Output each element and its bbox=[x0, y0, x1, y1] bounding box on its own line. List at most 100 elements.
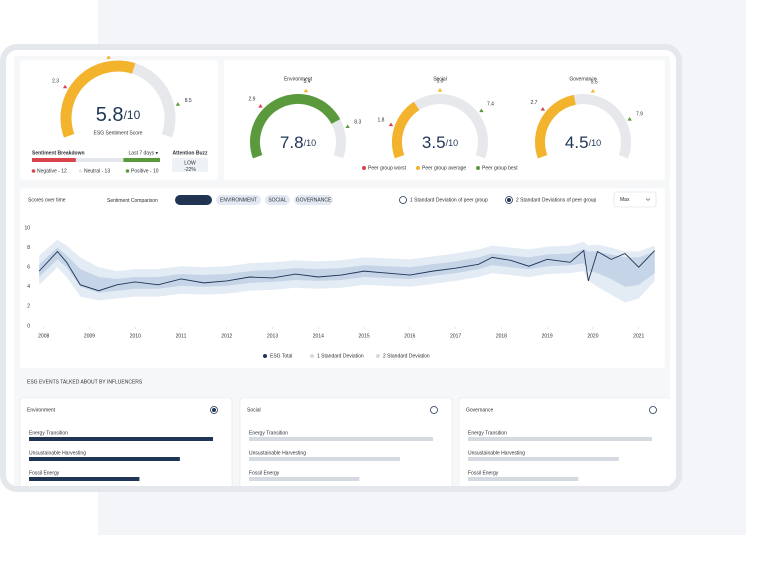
radio[interactable] bbox=[399, 196, 407, 204]
legend-label: 2 Standard Deviation bbox=[383, 353, 430, 359]
gauge-score-scale: /10 bbox=[589, 138, 602, 148]
event-card bbox=[19, 397, 233, 486]
gauge-score-value: 7.8 bbox=[280, 133, 304, 152]
event-item-label: Energy Transition bbox=[29, 430, 68, 436]
legend-dot bbox=[376, 354, 380, 358]
radio-label[interactable]: 1 Standard Deviation of peer group bbox=[410, 197, 488, 203]
peer-legend-label: Peer group average bbox=[422, 165, 466, 171]
gauge-value bbox=[60, 60, 136, 138]
x-tick-label: 2019 bbox=[542, 333, 553, 339]
tab-label[interactable]: GOVERNANCE bbox=[296, 198, 332, 204]
buzz-level: LOW bbox=[184, 160, 196, 166]
event-card-title: Social bbox=[247, 407, 261, 413]
event-radio[interactable] bbox=[430, 406, 438, 414]
breakdown-bar bbox=[123, 158, 160, 162]
period-select[interactable]: Last 7 days ▾ bbox=[129, 150, 159, 156]
x-tick-label: 2014 bbox=[313, 333, 324, 339]
esg-line bbox=[38, 249, 656, 292]
event-card bbox=[239, 397, 453, 486]
gauge-score: 3.5/10 bbox=[422, 133, 458, 152]
breakdown-bar bbox=[75, 158, 124, 162]
event-card-title: Environment bbox=[27, 407, 56, 413]
x-tick-label: 2021 bbox=[633, 333, 644, 339]
event-bar bbox=[249, 477, 360, 481]
event-bar bbox=[29, 477, 140, 481]
tab[interactable] bbox=[294, 195, 333, 205]
peer-marker bbox=[258, 104, 263, 108]
breakdown-bar bbox=[32, 158, 76, 162]
gauge-score: 4.5/10 bbox=[565, 133, 601, 152]
tab-label[interactable]: ENVIRONMENT bbox=[220, 198, 257, 204]
x-tick-label: 2010 bbox=[130, 333, 141, 339]
y-tick-label: 2 bbox=[27, 304, 30, 310]
x-tick-label: 2008 bbox=[38, 333, 49, 339]
x-tick-label: 2011 bbox=[176, 333, 187, 339]
peer-marker bbox=[345, 124, 350, 129]
event-item-label: Energy Transition bbox=[249, 430, 288, 436]
peer-marker-label: 5.5 bbox=[591, 79, 598, 85]
event-item-label: Unsustainable Harvesting bbox=[29, 450, 86, 456]
tab-label[interactable]: ESG TOTAL bbox=[180, 198, 208, 204]
event-item-label: Fossil Energy bbox=[249, 470, 280, 476]
peer-marker bbox=[590, 88, 596, 93]
peer-card bbox=[224, 60, 665, 180]
peer-marker-label: 7.4 bbox=[487, 102, 494, 108]
x-tick-label: 2018 bbox=[496, 333, 507, 339]
breakdown-dot bbox=[125, 169, 130, 173]
x-tick-label: 2017 bbox=[450, 333, 461, 339]
peer-marker bbox=[175, 102, 181, 106]
peer-legend-dot bbox=[476, 166, 480, 170]
range-select-label[interactable]: Max bbox=[620, 197, 630, 203]
event-item-label: Unsustainable Harvesting bbox=[249, 450, 306, 456]
peer-marker-label: 8.5 bbox=[185, 98, 192, 104]
peer-marker bbox=[106, 56, 111, 59]
radio-label[interactable]: 2 Standard Deviations of peer group bbox=[516, 197, 597, 203]
buzz-box bbox=[172, 158, 208, 172]
event-card bbox=[458, 397, 670, 486]
peer-marker-label: 8.3 bbox=[354, 120, 361, 126]
tab[interactable] bbox=[175, 195, 212, 205]
legend-dot bbox=[310, 354, 314, 358]
y-tick-label: 6 bbox=[27, 265, 30, 271]
gauge-score-value: 5.8 bbox=[96, 104, 124, 126]
y-tick-label: 10 bbox=[24, 225, 30, 231]
tab[interactable] bbox=[265, 195, 290, 205]
gauge-title: Social bbox=[433, 76, 447, 82]
gauge-title: Governance bbox=[569, 76, 596, 82]
peer-legend-dot bbox=[362, 166, 366, 170]
breakdown-dot bbox=[31, 169, 36, 173]
event-bar bbox=[468, 457, 619, 461]
breakdown-label: Positive - 10 bbox=[131, 168, 159, 174]
peer-marker-label: 1.8 bbox=[377, 118, 384, 124]
peer-marker bbox=[540, 106, 546, 111]
y-tick-label: 0 bbox=[27, 323, 30, 329]
breakdown-label: Neutral - 13 bbox=[84, 168, 110, 174]
gauge-score-value: 4.5 bbox=[565, 133, 589, 152]
x-tick-label: 2015 bbox=[359, 333, 370, 339]
event-bar bbox=[29, 437, 213, 441]
event-radio[interactable] bbox=[649, 406, 657, 414]
event-item-label: Fossil Energy bbox=[29, 470, 60, 476]
range-select[interactable] bbox=[613, 191, 657, 208]
x-tick-label: 2012 bbox=[221, 333, 232, 339]
peer-marker bbox=[437, 88, 443, 92]
peer-marker-label: 2.7 bbox=[530, 100, 537, 106]
peer-marker-label: 2.3 bbox=[52, 78, 59, 84]
breakdown-label: Negative - 12 bbox=[37, 168, 67, 174]
x-tick-label: 2016 bbox=[404, 333, 415, 339]
peer-marker-label: 5.4 bbox=[304, 79, 311, 85]
gauge-caption: ESG Sentiment Score bbox=[94, 130, 143, 136]
x-tick-label: 2020 bbox=[587, 333, 598, 339]
y-tick-label: 4 bbox=[27, 284, 30, 290]
event-bar bbox=[249, 437, 433, 441]
select-caret bbox=[645, 198, 651, 201]
chart-subtitle: Sentiment Comparison bbox=[107, 198, 158, 204]
peer-legend-label: Peer group best bbox=[482, 165, 518, 171]
tab[interactable] bbox=[216, 195, 261, 205]
tab-label[interactable]: SOCIAL bbox=[268, 198, 287, 204]
gauge-value bbox=[535, 94, 576, 159]
gauge-value bbox=[250, 94, 341, 159]
events-title: ESG EVENTS TALKED ABOUT BY INFLUENCERS bbox=[27, 379, 143, 385]
peer-marker bbox=[627, 117, 632, 121]
